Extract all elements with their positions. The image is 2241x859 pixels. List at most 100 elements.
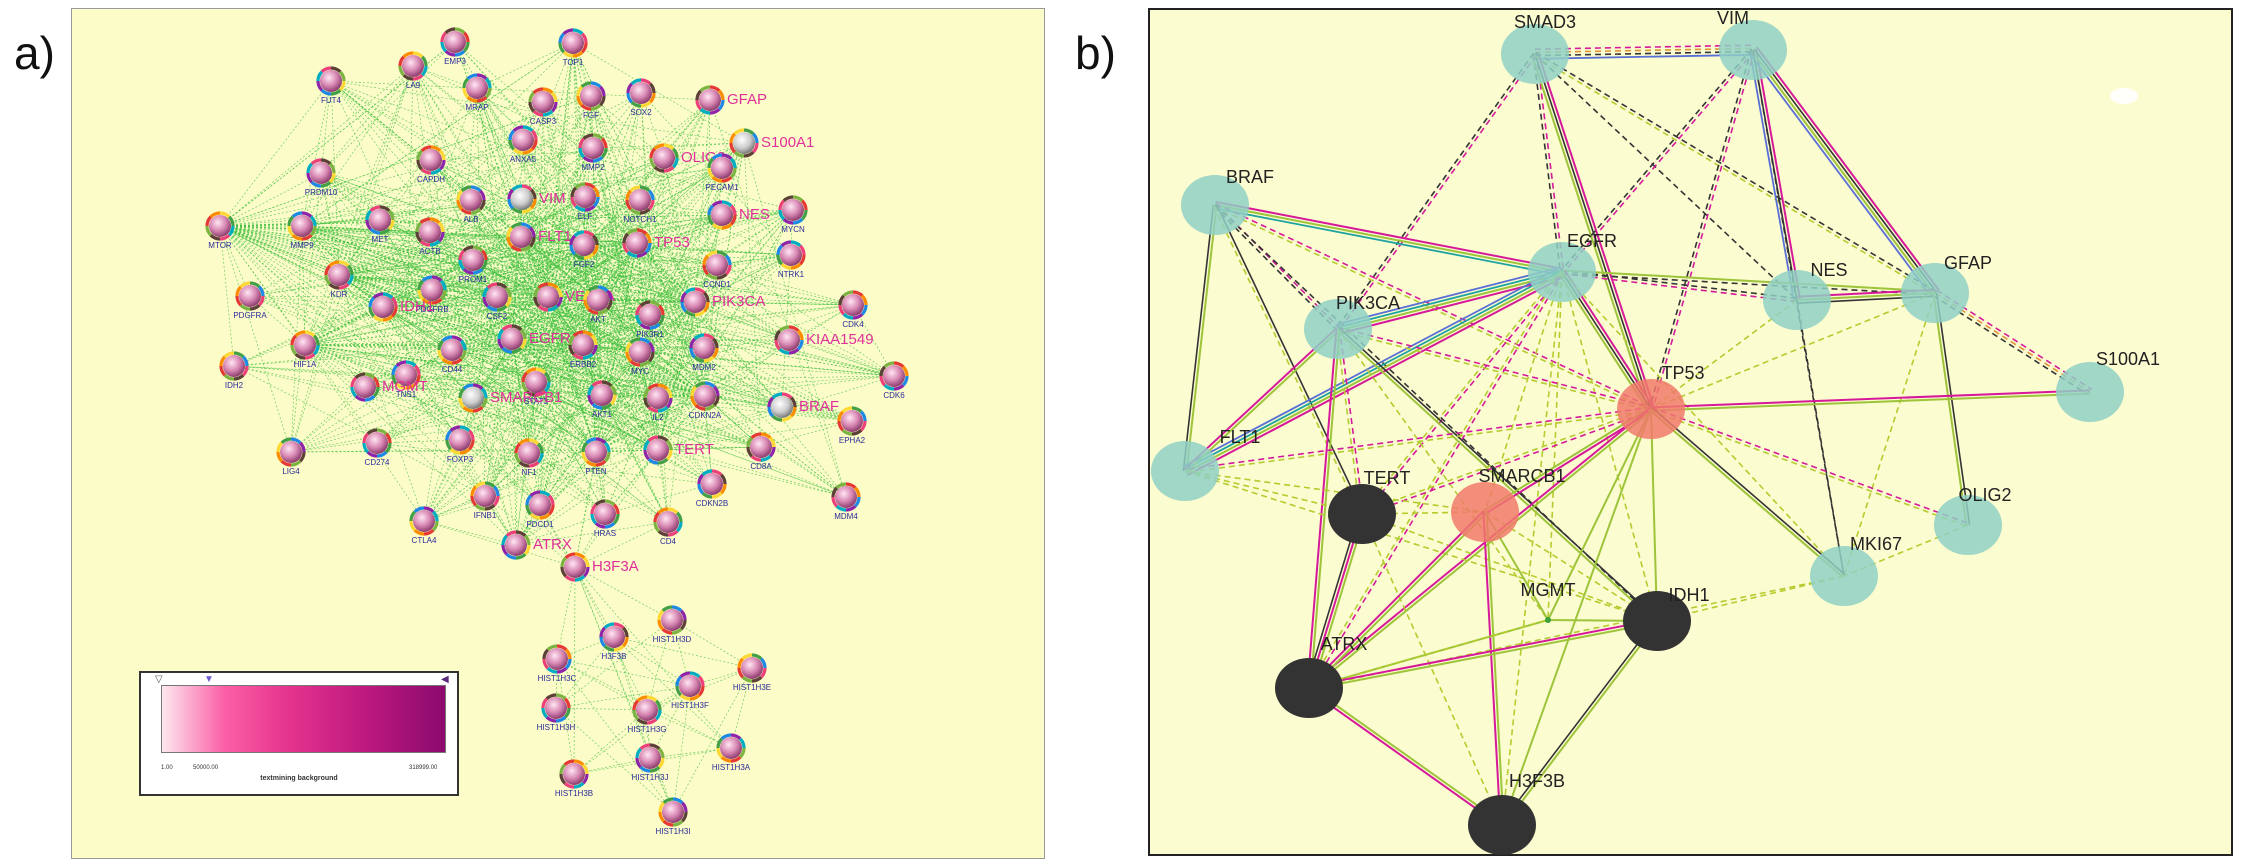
node-nf1[interactable]: NF1 (514, 438, 544, 477)
node-smarcb1[interactable]: SMARCB1 (1451, 466, 1566, 542)
node-pik3ca[interactable]: PIK3CA (680, 287, 765, 317)
node-hist1h3h[interactable]: HIST1H3H (537, 693, 576, 732)
node-hist1h3c[interactable]: HIST1H3C (538, 644, 577, 683)
node-cd274[interactable]: CD274 (362, 428, 392, 467)
node-tert[interactable]: TERT (1328, 468, 1410, 544)
node-s100a1[interactable]: S100A1 (2056, 349, 2160, 422)
node-s100a1[interactable]: S100A1 (729, 128, 814, 158)
node-mki67[interactable]: MKI67 (1810, 534, 1902, 606)
node-capdh[interactable]: CAPDH (416, 145, 446, 184)
node-cdk4[interactable]: CDK4 (838, 290, 868, 329)
node-erbb2[interactable]: ERBB2 (568, 330, 598, 369)
node-gfap[interactable]: GFAP (695, 85, 767, 115)
node-elf[interactable]: ELF (570, 182, 600, 221)
node-mycn[interactable]: MYCN (778, 195, 808, 234)
node-smad3[interactable]: SMAD3 (1501, 12, 1576, 84)
node-flt1[interactable]: FLT1 (1151, 427, 1260, 501)
node-la9[interactable]: LA9 (398, 51, 428, 90)
node-csf2[interactable]: CSF2 (482, 282, 512, 321)
node-mdm4[interactable]: MDM4 (831, 482, 861, 521)
node-smarcb1[interactable]: SMARCB1 (458, 383, 563, 413)
node-pik3r1[interactable]: PIK3R1 (635, 300, 665, 339)
node-pik3ca[interactable]: PIK3CA (1304, 293, 1400, 359)
node-lig4[interactable]: LIG4 (276, 437, 306, 476)
node-alb[interactable]: ALB (456, 185, 486, 224)
node-anxa5[interactable]: ANXA5 (508, 125, 538, 164)
node-casp3[interactable]: CASP3 (528, 87, 558, 126)
node-mmp2[interactable]: MMP2 (578, 133, 608, 172)
node-idh1[interactable]: IDH1 (1623, 585, 1710, 651)
node-vim[interactable]: VIM (1717, 8, 1787, 80)
node-mmp9[interactable]: MMP9 (287, 211, 317, 250)
node-h3f3b[interactable]: H3F3B (599, 622, 629, 661)
node-pecam1[interactable]: PECAM1 (706, 153, 739, 192)
node-idh2[interactable]: IDH2 (219, 351, 249, 390)
node-hist1h3g[interactable]: HIST1H3G (627, 695, 667, 734)
node-atrx[interactable]: ATRX (501, 530, 572, 560)
node-hist1h3e[interactable]: HIST1H3E (733, 653, 771, 692)
node-h3f3a[interactable]: H3F3A (560, 552, 639, 582)
node-met[interactable]: MET (365, 205, 395, 244)
node-tns1[interactable]: TNS1 (391, 360, 421, 399)
node-ifnb1[interactable]: IFNB1 (470, 481, 500, 520)
node-hras[interactable]: HRAS (590, 499, 620, 538)
node-h3f3b[interactable]: H3F3B (1468, 771, 1565, 855)
node-actb[interactable]: ACTB (415, 217, 445, 256)
node-ccnd1[interactable]: CCND1 (702, 250, 732, 289)
node-braf[interactable]: BRAF (767, 392, 839, 422)
node-emp3[interactable]: EMP3 (440, 27, 470, 66)
node-vim[interactable]: VIM (507, 184, 566, 214)
node-hist1h3i[interactable]: HIST1H3I (655, 797, 691, 836)
node-cdkn2b[interactable]: CDKN2B (696, 469, 728, 508)
node-mrap[interactable]: MRAP (462, 73, 492, 112)
node-foxp3[interactable]: FOXP3 (445, 425, 475, 464)
node-flt1[interactable]: FLT1 (506, 222, 572, 252)
node-ctla4[interactable]: CTLA4 (409, 506, 439, 545)
node-braf[interactable]: BRAF (1181, 167, 1274, 235)
node-stat3[interactable]: STAT3 (521, 367, 551, 406)
node-cd44[interactable]: CD44 (437, 335, 467, 374)
node-myc[interactable]: MYC (625, 337, 655, 376)
node-pten[interactable]: PTEN (581, 437, 611, 476)
node-egfr[interactable]: EGFR (497, 324, 571, 354)
node-mdm2[interactable]: MDM2 (689, 333, 719, 372)
node-il2[interactable]: IL2 (643, 383, 673, 422)
node-prom1[interactable]: PROM1 (458, 245, 488, 284)
node-cdkn2a[interactable]: CDKN2A (689, 381, 722, 420)
node-pdgfra[interactable]: PDGFRA (233, 281, 267, 320)
node-egfr[interactable]: EGFR (1528, 231, 1617, 302)
node-nes[interactable]: NES (707, 200, 770, 230)
node-pdcd1[interactable]: PDCD1 (525, 490, 555, 529)
node-akt1[interactable]: AKT1 (587, 380, 617, 419)
node-tp53[interactable]: TP53 (1617, 363, 1705, 439)
node-hif1a[interactable]: HIF1A (290, 330, 320, 369)
node-hist1h3f[interactable]: HIST1H3F (671, 671, 709, 710)
node-hist1h3j[interactable]: HIST1H3J (632, 743, 669, 782)
node-mgmt[interactable]: MGMT (350, 372, 428, 402)
node-kdr[interactable]: KDR (324, 260, 354, 299)
node-ntrk1[interactable]: NTRK1 (776, 240, 806, 279)
node-prdm10[interactable]: PRDM10 (305, 158, 338, 197)
node-mgmt[interactable]: MGMT (1521, 580, 1576, 623)
node-olig2[interactable]: OLIG2 (1934, 485, 2012, 555)
node-hist1h3b[interactable]: HIST1H3B (555, 759, 593, 798)
node-fut4[interactable]: FUT4 (316, 66, 346, 105)
node-tp53[interactable]: TP53 (622, 228, 690, 258)
node-cd4[interactable]: CD4 (653, 507, 683, 546)
node-kiaa1549[interactable]: KIAA1549 (774, 325, 874, 355)
node-hist1h3d[interactable]: HIST1H3D (653, 605, 692, 644)
node-idh1[interactable]: IDH1 (368, 292, 434, 322)
node-epha2[interactable]: EPHA2 (837, 406, 867, 445)
node-mtor[interactable]: MTOR (205, 211, 235, 250)
node-nes[interactable]: NES (1763, 260, 1848, 330)
node-fgf2[interactable]: FGF2 (569, 230, 599, 269)
node-tert[interactable]: TERT (643, 435, 714, 465)
node-hist1h3a[interactable]: HIST1H3A (712, 733, 751, 772)
node-notch1[interactable]: NOTCH1 (624, 185, 657, 224)
node-cdk6[interactable]: CDK6 (879, 361, 909, 400)
node-fgf[interactable]: FGF (576, 81, 606, 120)
node-gfap[interactable]: GFAP (1901, 253, 1992, 323)
node-pdgfrb[interactable]: PDGFRB (415, 275, 449, 314)
node-cd8a[interactable]: CD8A (746, 432, 776, 471)
node-akt[interactable]: AKT (583, 285, 613, 324)
